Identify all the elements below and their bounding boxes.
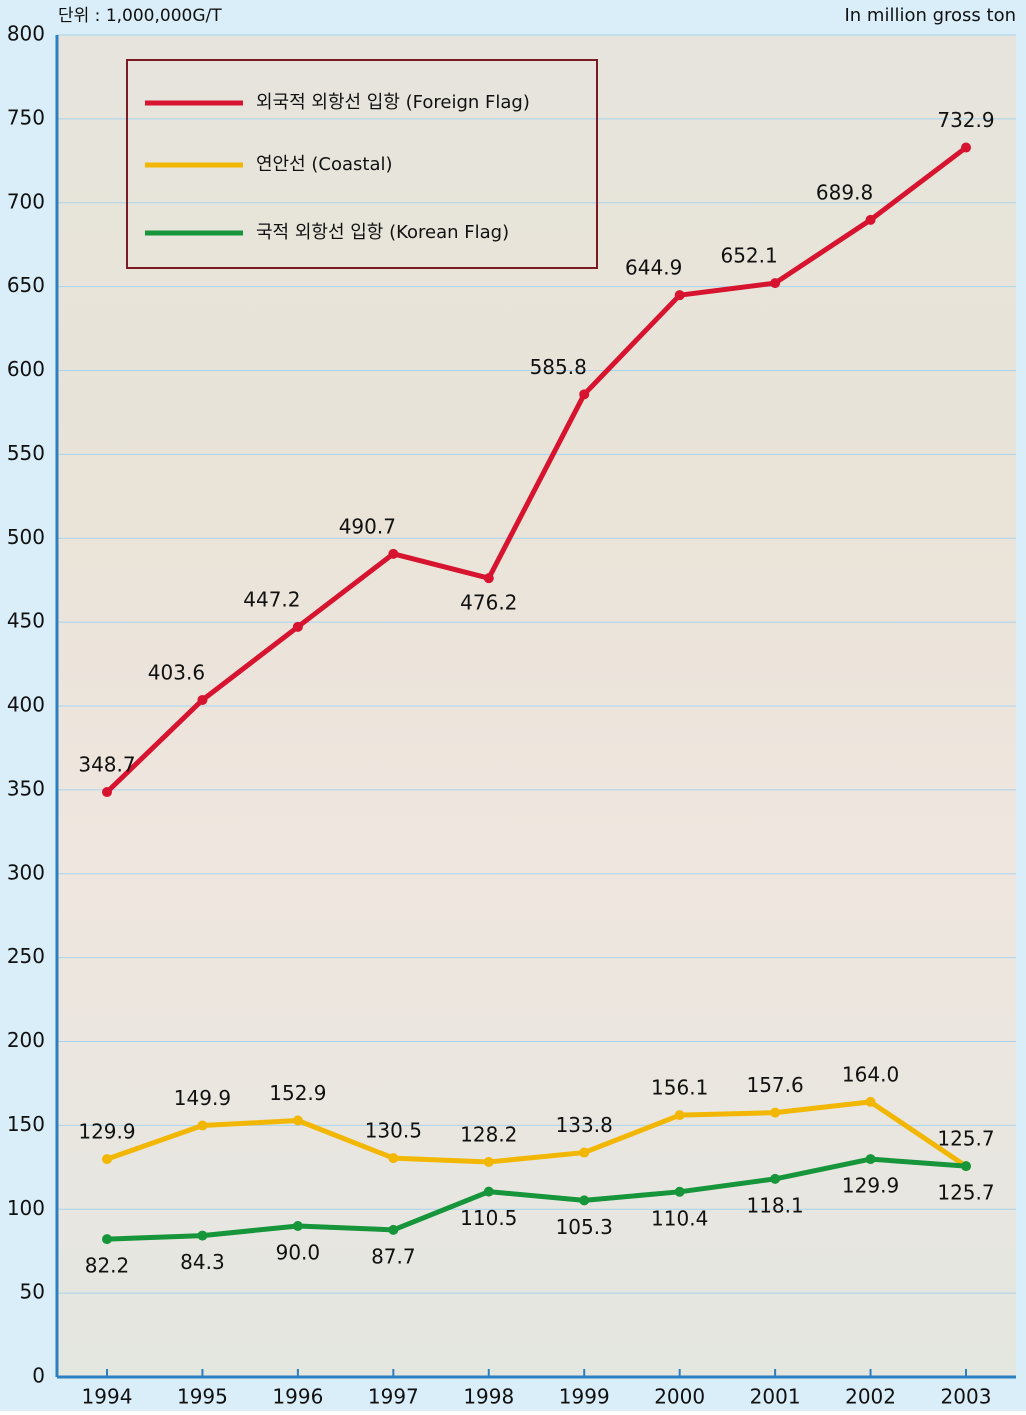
data-point bbox=[674, 1186, 685, 1197]
data-point bbox=[292, 1115, 303, 1126]
data-label: 585.8 bbox=[530, 355, 587, 379]
x-tick-label: 1994 bbox=[82, 1385, 133, 1409]
data-label: 110.4 bbox=[651, 1206, 708, 1230]
data-point bbox=[674, 290, 685, 301]
legend-label: 연안선 (Coastal) bbox=[256, 154, 393, 175]
data-point bbox=[292, 1221, 303, 1232]
data-label: 164.0 bbox=[842, 1062, 899, 1086]
data-point bbox=[865, 1096, 876, 1107]
data-label: 128.2 bbox=[460, 1122, 517, 1146]
legend-label: 국적 외항선 입항 (Korean Flag) bbox=[256, 222, 509, 243]
data-point bbox=[483, 573, 494, 584]
y-tick-label: 500 bbox=[7, 525, 45, 549]
data-label: 129.9 bbox=[78, 1120, 135, 1144]
data-label: 82.2 bbox=[85, 1254, 130, 1278]
data-label: 490.7 bbox=[339, 514, 396, 538]
data-label: 110.5 bbox=[460, 1206, 517, 1230]
data-label: 157.6 bbox=[746, 1073, 803, 1097]
data-point bbox=[579, 1195, 590, 1206]
y-tick-label: 0 bbox=[32, 1364, 45, 1388]
data-point bbox=[961, 142, 971, 153]
x-tick-label: 2003 bbox=[941, 1385, 992, 1409]
data-point bbox=[770, 1107, 781, 1118]
legend-label: 외국적 외항선 입항 (Foreign Flag) bbox=[256, 92, 530, 113]
y-tick-label: 50 bbox=[20, 1280, 45, 1304]
x-tick-label: 2000 bbox=[654, 1385, 705, 1409]
y-tick-label: 100 bbox=[7, 1196, 45, 1220]
data-point bbox=[197, 694, 208, 705]
data-label: 84.3 bbox=[180, 1250, 225, 1274]
y-tick-label: 350 bbox=[7, 776, 45, 800]
data-label: 149.9 bbox=[174, 1086, 231, 1110]
data-point bbox=[102, 1154, 112, 1165]
data-label: 105.3 bbox=[556, 1215, 613, 1239]
data-label: 152.9 bbox=[269, 1081, 326, 1105]
series-line bbox=[105, 145, 968, 794]
legend-box bbox=[126, 59, 598, 269]
data-point bbox=[388, 548, 399, 559]
y-tick-label: 200 bbox=[7, 1028, 45, 1052]
y-tick-label: 550 bbox=[7, 441, 45, 465]
x-tick-label: 1997 bbox=[368, 1385, 419, 1409]
x-tick-label: 1998 bbox=[463, 1385, 514, 1409]
series-line bbox=[106, 1099, 968, 1169]
data-point bbox=[579, 1147, 590, 1158]
data-point bbox=[865, 214, 876, 225]
y-tick-label: 150 bbox=[7, 1112, 45, 1136]
y-tick-label: 650 bbox=[7, 273, 45, 297]
data-label: 476.2 bbox=[460, 591, 517, 615]
data-point bbox=[388, 1153, 399, 1164]
y-tick-label: 400 bbox=[7, 693, 45, 717]
data-point bbox=[865, 1154, 876, 1165]
y-tick-label: 800 bbox=[7, 22, 45, 46]
data-point bbox=[483, 1186, 494, 1197]
y-tick-label: 300 bbox=[7, 860, 45, 884]
data-label: 644.9 bbox=[625, 256, 682, 280]
data-point bbox=[579, 389, 590, 400]
data-label: 403.6 bbox=[148, 660, 205, 684]
data-label: 125.7 bbox=[937, 1127, 994, 1151]
y-tick-label: 450 bbox=[7, 609, 45, 633]
data-point bbox=[197, 1120, 208, 1131]
y-tick-label: 700 bbox=[7, 189, 45, 213]
x-tick-label: 1996 bbox=[272, 1385, 323, 1409]
x-tick-label: 2001 bbox=[750, 1385, 801, 1409]
data-label: 348.7 bbox=[78, 753, 135, 777]
y-tick-label: 250 bbox=[7, 944, 45, 968]
series-line bbox=[106, 1156, 967, 1242]
data-point bbox=[197, 1230, 208, 1241]
data-point bbox=[102, 787, 112, 798]
data-label: 652.1 bbox=[720, 244, 777, 268]
data-label: 689.8 bbox=[816, 180, 873, 204]
unit-label: In million gross ton bbox=[844, 5, 1016, 26]
data-label: 129.9 bbox=[842, 1174, 899, 1198]
data-label: 156.1 bbox=[651, 1076, 708, 1100]
x-tick-label: 2002 bbox=[845, 1385, 896, 1409]
data-point bbox=[674, 1110, 685, 1121]
data-label: 125.7 bbox=[937, 1181, 994, 1205]
y-tick-label: 600 bbox=[7, 357, 45, 381]
data-label: 118.1 bbox=[746, 1193, 803, 1217]
data-point bbox=[388, 1224, 399, 1235]
data-label: 447.2 bbox=[243, 587, 300, 611]
data-label: 133.8 bbox=[556, 1113, 613, 1137]
data-point bbox=[483, 1156, 494, 1167]
data-point bbox=[961, 1161, 971, 1172]
data-point bbox=[292, 621, 303, 632]
y-tick-label: 750 bbox=[7, 105, 45, 129]
x-tick-label: 1999 bbox=[559, 1385, 610, 1409]
data-point bbox=[770, 1173, 781, 1184]
data-label: 87.7 bbox=[371, 1244, 416, 1268]
unit-label: 단위 : 1,000,000G/T bbox=[58, 6, 222, 26]
data-label: 130.5 bbox=[365, 1119, 422, 1143]
data-point bbox=[102, 1234, 112, 1245]
data-point bbox=[770, 278, 781, 289]
data-label: 732.9 bbox=[937, 108, 994, 132]
x-tick-label: 1995 bbox=[177, 1385, 228, 1409]
data-label: 90.0 bbox=[276, 1241, 321, 1265]
